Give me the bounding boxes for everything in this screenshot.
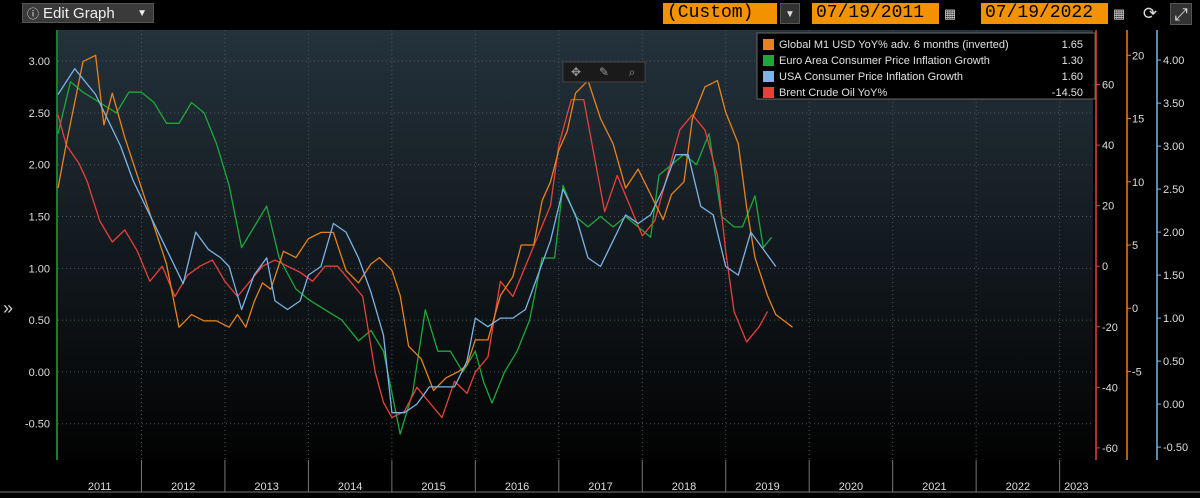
x-tick-label: 2017: [588, 481, 612, 493]
y-tick-label: 4.00: [1163, 55, 1184, 67]
expand-icon[interactable]: ⤢: [1170, 3, 1192, 25]
y-tick-label: -20: [1102, 322, 1118, 334]
refresh-icon[interactable]: ⟳: [1142, 4, 1158, 23]
y-tick-label: 0: [1132, 303, 1138, 315]
y-tick-label: -60: [1102, 443, 1118, 455]
x-tick-label: 2021: [922, 481, 946, 493]
legend-value: 1.60: [1062, 71, 1083, 83]
edit-graph-button[interactable]: ⓘ Edit Graph ▼: [22, 3, 154, 23]
calendar-icon[interactable]: ▦: [943, 6, 957, 21]
x-tick-label: 2011: [88, 481, 112, 493]
y-tick-label: -0.50: [1163, 442, 1188, 454]
x-tick-label: 2023: [1064, 481, 1088, 493]
legend-label: Brent Crude Oil YoY%: [779, 87, 887, 99]
y-tick-label: -0.50: [25, 419, 50, 431]
series-line: [57, 54, 793, 392]
y-tick-label: 0: [1102, 261, 1108, 273]
y-tick-label: 2.50: [29, 108, 50, 120]
legend-swatch: [763, 87, 774, 98]
crosshair-icon[interactable]: ✥: [571, 65, 581, 79]
legend-swatch: [763, 71, 774, 82]
legend-swatch: [763, 55, 774, 66]
pen-icon[interactable]: ✎: [599, 65, 609, 79]
legend-swatch: [763, 39, 774, 50]
toolbar: ⓘ Edit Graph ▼ (Custom) ▼ 07/19/2011 ▦ 07…: [0, 0, 1200, 28]
calendar-icon[interactable]: ▦: [1112, 6, 1126, 21]
chart-tools: ✥ ✎ ⌕: [562, 61, 646, 83]
legend-value: -14.50: [1052, 87, 1083, 99]
y-tick-label: 0.50: [29, 315, 50, 327]
x-tick-label: 2019: [755, 481, 779, 493]
y-tick-label: 20: [1132, 50, 1144, 62]
y-tick-label: 2.00: [29, 160, 50, 172]
y-tick-label: 15: [1132, 114, 1144, 126]
y-tick-label: 1.50: [1163, 270, 1184, 282]
y-tick-label: 1.50: [29, 212, 50, 224]
x-tick-label: 2012: [171, 481, 195, 493]
y-tick-label: 20: [1102, 201, 1114, 213]
y-tick-label: 3.00: [1163, 141, 1184, 153]
period-dropdown-button[interactable]: ▼: [780, 3, 800, 24]
y-tick-label: 0.50: [1163, 356, 1184, 368]
info-icon: ⓘ: [27, 7, 40, 21]
y-tick-label: 1.00: [1163, 313, 1184, 325]
y-tick-label: 3.50: [1163, 98, 1184, 110]
legend-label: Global M1 USD YoY% adv. 6 months (invert…: [779, 39, 1009, 51]
x-tick-label: 2013: [254, 481, 278, 493]
y-tick-label: 60: [1102, 80, 1114, 92]
y-tick-label: 2.00: [1163, 227, 1184, 239]
y-tick-label: 10: [1132, 177, 1144, 189]
y-tick-label: 0.00: [29, 367, 50, 379]
legend-label: Euro Area Consumer Price Inflation Growt…: [779, 55, 990, 67]
x-tick-label: 2022: [1006, 481, 1030, 493]
start-date-field[interactable]: 07/19/2011: [812, 3, 939, 24]
end-date-field[interactable]: 07/19/2022: [981, 3, 1108, 24]
x-tick-label: 2018: [672, 481, 696, 493]
y-tick-label: 5: [1132, 240, 1138, 252]
y-tick-label: -40: [1102, 382, 1118, 394]
y-tick-label: 0.00: [1163, 399, 1184, 411]
edit-graph-label: Edit Graph: [43, 5, 115, 22]
zoom-icon[interactable]: ⌕: [629, 65, 636, 79]
x-tick-label: 2014: [338, 481, 362, 493]
x-tick-label: 2016: [505, 481, 529, 493]
legend: Global M1 USD YoY% adv. 6 months (invert…: [756, 32, 1096, 100]
y-tick-label: 2.50: [1163, 184, 1184, 196]
series-line: [57, 98, 769, 419]
y-tick-label: 1.00: [29, 263, 50, 275]
y-tick-label: -5: [1132, 366, 1142, 378]
y-tick-label: 3.00: [29, 56, 50, 68]
x-tick-label: 2015: [421, 481, 445, 493]
plot-area: [58, 30, 1093, 460]
series-line: [57, 68, 777, 414]
legend-value: 1.30: [1062, 55, 1083, 67]
x-tick-label: 2020: [839, 481, 863, 493]
expand-panel-icon[interactable]: »: [2, 298, 13, 318]
period-select[interactable]: (Custom): [663, 3, 777, 24]
y-tick-label: 40: [1102, 140, 1114, 152]
legend-value: 1.65: [1062, 39, 1083, 51]
legend-label: USA Consumer Price Inflation Growth: [779, 71, 963, 83]
chevron-down-icon: ▼: [137, 8, 147, 19]
series-line: [57, 81, 773, 435]
